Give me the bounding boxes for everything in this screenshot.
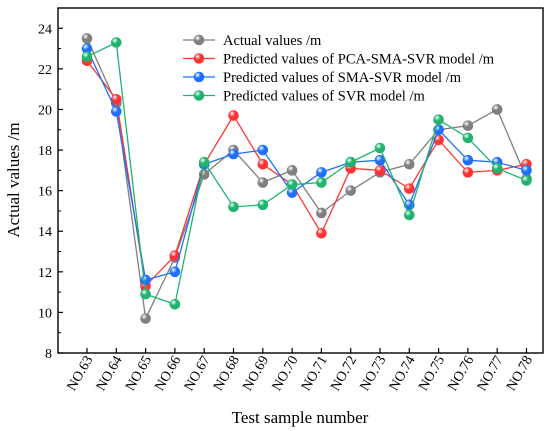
- y-tick-label: 14: [38, 225, 52, 240]
- y-tick-label: 18: [38, 144, 52, 159]
- data-point: [257, 177, 269, 188]
- x-tick-label: NO.71: [299, 354, 331, 394]
- legend-item: Predicted values of PCA-SMA-SVR model /m: [183, 52, 495, 68]
- data-point: [374, 142, 386, 154]
- y-tick-label: 16: [38, 185, 52, 200]
- series-line: [86, 48, 527, 281]
- data-point: [491, 104, 503, 115]
- x-tick-label: NO.74: [387, 354, 419, 394]
- data-point: [403, 183, 415, 194]
- data-point: [316, 227, 327, 239]
- x-tick-label: NO.72: [328, 354, 360, 394]
- data-point: [316, 207, 327, 219]
- y-tick-label: 10: [38, 306, 52, 321]
- data-point: [169, 298, 181, 310]
- series-2: [81, 55, 532, 292]
- data-point: [228, 110, 239, 121]
- x-tick-label: NO.64: [94, 354, 126, 394]
- legend-marker: [193, 90, 205, 101]
- legend-label: Predicted values of SMA-SVR model /m: [223, 70, 462, 86]
- x-tick-label: NO.78: [504, 354, 536, 394]
- legend: Actual values /m Predicted values of PCA-…: [183, 33, 495, 105]
- data-point: [491, 163, 503, 174]
- data-point: [257, 199, 269, 211]
- plot-frame: [57, 7, 544, 354]
- legend-item: Actual values /m: [183, 33, 322, 49]
- x-tick-label: NO.63: [65, 354, 97, 394]
- data-point: [286, 165, 298, 176]
- data-point: [286, 179, 298, 190]
- series-line: [86, 38, 528, 321]
- data-point: [345, 185, 357, 196]
- y-tick-label: 24: [38, 22, 52, 37]
- data-point: [462, 132, 474, 144]
- data-point: [140, 288, 151, 300]
- x-tick-label: NO.69: [240, 354, 272, 394]
- y-tick-label: 12: [38, 266, 52, 281]
- data-point: [521, 165, 532, 176]
- data-point: [111, 37, 122, 48]
- data-point: [140, 274, 151, 286]
- data-point: [140, 313, 151, 324]
- x-tick-label: NO.65: [123, 354, 155, 394]
- series-line: [86, 60, 527, 288]
- data-point: [462, 154, 474, 166]
- data-point: [345, 156, 357, 168]
- data-point: [198, 156, 210, 168]
- data-point: [316, 177, 327, 188]
- y-tick-label: 20: [38, 103, 52, 118]
- data-point: [316, 167, 327, 178]
- data-point: [462, 167, 474, 178]
- data-point: [111, 106, 122, 117]
- x-tick-label: NO.70: [270, 354, 302, 394]
- data-point: [403, 209, 415, 221]
- data-point: [228, 201, 239, 213]
- x-tick-label: NO.77: [475, 354, 507, 394]
- data-point: [374, 165, 386, 176]
- series-line: [86, 41, 527, 306]
- y-axis: 8 10 12 14 16 18 20 22 24: [38, 22, 63, 362]
- legend-item: Predicted values of SMA-SVR model /m: [183, 70, 462, 86]
- data-point: [403, 158, 415, 170]
- y-tick-label: 22: [38, 63, 52, 78]
- x-tick-label: NO.75: [416, 354, 448, 394]
- x-tick-label: NO.68: [211, 354, 243, 394]
- legend-label: Predicted values of PCA-SMA-SVR model /m: [223, 52, 495, 68]
- legend-label: Actual values /m: [223, 33, 322, 49]
- data-point: [257, 158, 269, 170]
- legend-marker: [193, 71, 205, 83]
- data-point: [433, 114, 444, 125]
- data-point: [169, 266, 181, 278]
- data-point: [257, 144, 269, 156]
- x-tick-label: NO.67: [182, 354, 214, 394]
- data-point: [81, 33, 93, 44]
- series-4: [81, 37, 532, 310]
- x-axis: NO.63NO.64NO.65NO.66NO.67NO.68NO.69NO.70…: [65, 348, 536, 394]
- x-tick-label: NO.66: [153, 354, 185, 394]
- legend-marker: [193, 34, 205, 46]
- x-axis-label: Test sample number: [232, 408, 369, 427]
- legend-label: Predicted values of SVR model /m: [223, 89, 425, 105]
- y-axis-label: Actual values /m: [4, 122, 23, 237]
- legend-item: Predicted values of SVR model /m: [183, 89, 425, 105]
- y-tick-label: 8: [45, 347, 52, 362]
- legend-marker: [193, 53, 205, 64]
- data-point: [81, 51, 93, 63]
- x-tick-label: NO.76: [446, 354, 478, 394]
- x-tick-label: NO.73: [358, 354, 390, 394]
- data-point: [462, 120, 474, 132]
- data-point: [228, 148, 239, 160]
- series-layer: [81, 33, 532, 324]
- data-point: [521, 175, 532, 186]
